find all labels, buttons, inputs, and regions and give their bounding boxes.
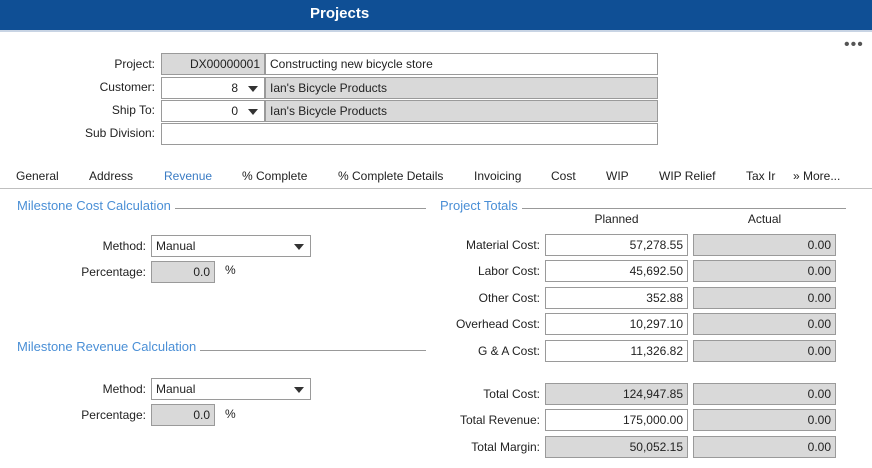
project-name-field[interactable]: Constructing new bicycle store (265, 53, 658, 75)
ship-to-label: Ship To: (111, 103, 155, 117)
ga-cost-planned-field[interactable]: 11,326.82 (545, 340, 688, 362)
tab-bar: General Address Revenue % Complete % Com… (0, 164, 872, 188)
total-cost-planned-field: 124,947.85 (545, 383, 688, 405)
tab-wip[interactable]: WIP (606, 169, 629, 183)
other-cost-actual-field: 0.00 (693, 287, 836, 309)
customer-name-field: Ian's Bicycle Products (265, 77, 658, 99)
other-cost-planned-field[interactable]: 352.88 (545, 287, 688, 309)
tab-percent-complete-details[interactable]: % Complete Details (338, 169, 444, 183)
tab-general[interactable]: General (16, 169, 59, 183)
totals-row-label: Overhead Cost: (455, 317, 540, 331)
revenue-method-select[interactable]: Manual (151, 378, 311, 400)
ship-to-name-field: Ian's Bicycle Products (265, 100, 658, 122)
more-options-icon[interactable]: ••• (844, 36, 864, 53)
totals-row-label: Total Cost: (483, 387, 540, 401)
milestone-cost-title: Milestone Cost Calculation (17, 198, 175, 213)
customer-label: Customer: (99, 80, 155, 94)
project-label: Project: (114, 57, 155, 71)
project-id-field: DX00000001 (161, 53, 265, 75)
sub-division-field[interactable] (161, 123, 658, 145)
cost-method-select[interactable]: Manual (151, 235, 311, 257)
revenue-percentage-unit: % (225, 407, 236, 421)
totals-row-label: Total Margin: (471, 440, 540, 454)
overhead-cost-planned-field[interactable]: 10,297.10 (545, 313, 688, 335)
tab-cost[interactable]: Cost (551, 169, 576, 183)
sub-division-label: Sub Division: (84, 126, 155, 140)
total-cost-actual-field: 0.00 (693, 383, 836, 405)
material-cost-planned-field[interactable]: 57,278.55 (545, 234, 688, 256)
total-margin-planned-field: 50,052.15 (545, 436, 688, 458)
ship-to-chevron-down-icon[interactable] (248, 109, 258, 115)
labor-cost-actual-field: 0.00 (693, 260, 836, 282)
tab-tax[interactable]: Tax Ir (746, 169, 776, 183)
tab-revenue[interactable]: Revenue (164, 169, 213, 183)
project-totals-rule (440, 208, 846, 209)
totals-row-label: Labor Cost: (477, 264, 540, 278)
cost-percentage-label: Percentage: (81, 265, 146, 279)
title-divider (0, 30, 872, 32)
material-cost-actual-field: 0.00 (693, 234, 836, 256)
tab-address[interactable]: Address (89, 169, 134, 183)
ga-cost-actual-field: 0.00 (693, 340, 836, 362)
milestone-revenue-title: Milestone Revenue Calculation (17, 339, 201, 354)
revenue-percentage-field: 0.0 (151, 404, 215, 426)
total-revenue-planned-field[interactable]: 175,000.00 (545, 409, 688, 431)
labor-cost-planned-field[interactable]: 45,692.50 (545, 260, 688, 282)
project-totals-title: Project Totals (440, 198, 522, 213)
milestone-revenue-rule (17, 350, 426, 351)
tab-invoicing[interactable]: Invoicing (474, 169, 522, 183)
page-title: Projects (310, 5, 370, 22)
totals-row-label: G & A Cost: (477, 344, 540, 358)
totals-row-label: Other Cost: (478, 291, 540, 305)
tab-percent-complete[interactable]: % Complete (242, 169, 308, 183)
revenue-percentage-label: Percentage: (81, 408, 146, 422)
totals-row-label: Material Cost: (465, 238, 540, 252)
planned-column-header: Planned (594, 212, 639, 226)
cost-method-chevron-down-icon[interactable] (294, 244, 304, 250)
customer-chevron-down-icon[interactable] (248, 86, 258, 92)
cost-percentage-unit: % (225, 263, 236, 277)
tab-wip-relief[interactable]: WIP Relief (659, 169, 716, 183)
total-margin-actual-field: 0.00 (693, 436, 836, 458)
totals-row-label: Total Revenue: (459, 413, 540, 427)
tab-divider (0, 188, 872, 189)
revenue-method-chevron-down-icon[interactable] (294, 387, 304, 393)
actual-column-header: Actual (747, 212, 782, 226)
revenue-method-label: Method: (102, 382, 146, 396)
title-bar: Projects (0, 0, 872, 30)
cost-method-label: Method: (102, 239, 146, 253)
ship-to-select[interactable]: 0 (161, 100, 265, 122)
milestone-cost-rule (17, 208, 426, 209)
cost-percentage-field: 0.0 (151, 261, 215, 283)
customer-select[interactable]: 8 (161, 77, 265, 99)
overhead-cost-actual-field: 0.00 (693, 313, 836, 335)
total-revenue-actual-field: 0.00 (693, 409, 836, 431)
tab-more[interactable]: » More... (793, 169, 841, 183)
